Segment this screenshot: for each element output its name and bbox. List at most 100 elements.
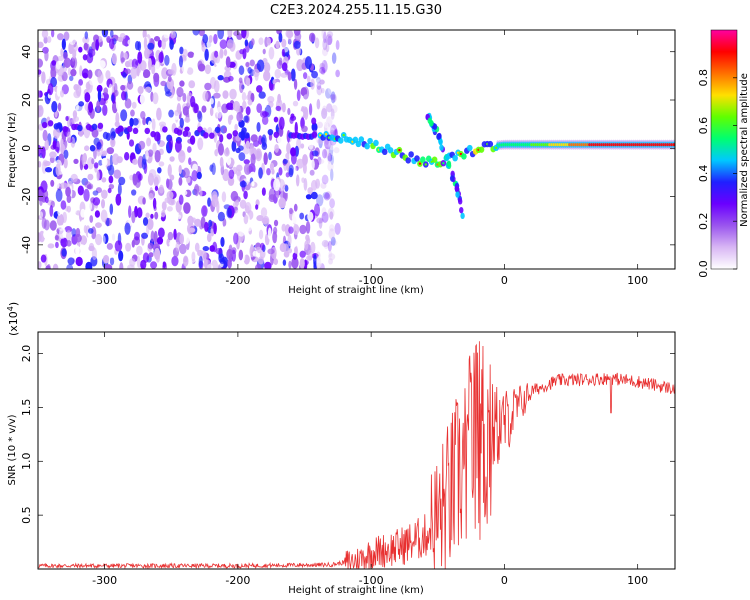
- spectrogram-cell: [299, 257, 305, 269]
- spectrogram-cell: [152, 197, 157, 210]
- spectrogram-cell: [455, 191, 460, 198]
- spectrogram-cell: [164, 54, 170, 66]
- spectrogram-cell: [144, 86, 152, 93]
- spectrogram-cell: [420, 156, 426, 163]
- spectrogram-cell: [309, 150, 314, 161]
- spectrogram-cell: [131, 239, 135, 248]
- spectrogram-cell: [154, 61, 160, 74]
- spectrogram-y-tick-label: -40: [20, 236, 33, 254]
- spectrogram-cell: [281, 62, 288, 72]
- spectrogram-cell: [296, 158, 304, 169]
- spectrogram-cell: [156, 236, 164, 245]
- spectrogram-cell: [322, 38, 328, 51]
- spectrogram-cell: [459, 206, 464, 214]
- spectrogram-cell: [254, 264, 262, 269]
- spectrogram-cell: [398, 148, 401, 152]
- spectrogram-cell: [329, 70, 335, 81]
- spectrogram-cell: [326, 116, 333, 127]
- spectrogram-x-tick-label: 100: [627, 274, 648, 287]
- spectrogram-cell: [157, 227, 165, 238]
- spectrogram-cell: [120, 109, 128, 122]
- spectrogram-cell: [238, 249, 244, 261]
- spectrogram-cell: [258, 135, 263, 145]
- spectrogram-cell: [131, 210, 136, 224]
- spectrogram-cell: [59, 89, 65, 98]
- spectrogram-cell: [275, 105, 282, 112]
- spectrogram-cell: [238, 65, 245, 76]
- spectrogram-cell: [139, 92, 146, 106]
- spectrogram-cell: [294, 184, 298, 197]
- chart-title: C2E3.2024.255.11.15.G30: [270, 3, 442, 18]
- spectrogram-cell: [159, 261, 163, 267]
- spectrogram-cell: [227, 176, 235, 187]
- spectrogram-cell: [221, 191, 227, 203]
- spectrogram-cell: [193, 103, 199, 114]
- spectrogram-cell: [319, 58, 325, 68]
- spectrogram-cell: [152, 142, 157, 154]
- spectrogram-cell: [452, 154, 458, 162]
- spectrogram-cell: [118, 64, 124, 73]
- spectrogram-cell: [305, 194, 312, 200]
- spectrogram-cell: [166, 206, 173, 212]
- spectrogram-cell: [39, 211, 44, 219]
- spectrogram-cell: [226, 248, 233, 260]
- spectrogram-cell: [305, 220, 311, 234]
- spectrogram-cell: [102, 104, 108, 116]
- spectrogram-cell: [262, 98, 267, 108]
- spectrogram-cell: [263, 62, 271, 74]
- spectrogram-cell: [288, 164, 294, 176]
- spectrogram-cell: [147, 42, 155, 50]
- spectrogram-cell: [315, 79, 322, 86]
- spectrogram-cell: [282, 259, 287, 266]
- spectrogram-cell: [268, 46, 275, 60]
- spectrogram-cell: [225, 56, 231, 68]
- spectrogram-cell: [105, 217, 110, 227]
- spectrogram-cell: [43, 248, 50, 255]
- spectrogram-cell: [201, 105, 207, 113]
- spectrogram-cell: [49, 151, 57, 159]
- spectrogram-cell: [166, 179, 173, 190]
- spectrogram-cell: [105, 70, 111, 80]
- spectrogram-cell: [148, 252, 154, 258]
- spectrogram-cell: [55, 241, 59, 249]
- spectrogram-cell: [188, 80, 196, 89]
- spectrogram-cell: [108, 175, 114, 184]
- spectrogram-cell: [290, 113, 295, 119]
- spectrogram-cell: [84, 92, 91, 103]
- spectrogram-cell: [323, 192, 331, 201]
- spectrogram-cell: [330, 236, 336, 246]
- spectrogram-cell: [38, 58, 43, 68]
- spectrogram-cell: [219, 49, 224, 59]
- spectrogram-cell: [234, 199, 240, 206]
- spectrogram-cell: [49, 220, 57, 231]
- spectrogram-x-tick-label: -200: [225, 274, 250, 287]
- spectrogram-cell: [219, 134, 224, 143]
- spectrogram-cell: [157, 39, 163, 48]
- spectrogram-cell: [204, 82, 212, 91]
- spectrogram-cell: [424, 163, 427, 166]
- spectrogram-cell: [115, 112, 120, 125]
- spectrogram-cell: [43, 229, 51, 239]
- spectrogram-cell: [301, 125, 308, 133]
- spectrogram-cell: [70, 68, 77, 77]
- spectrogram-cell: [47, 120, 54, 127]
- spectrogram-cell: [197, 249, 203, 257]
- spectrogram-cell: [38, 104, 44, 117]
- spectrogram-cell: [117, 183, 122, 196]
- spectrogram-cell: [252, 250, 259, 257]
- spectrogram-cell: [249, 59, 255, 67]
- spectrogram-cell: [327, 155, 333, 162]
- spectrogram-cell: [275, 40, 280, 49]
- spectrogram-cell: [189, 135, 196, 145]
- spectrogram-cell: [278, 197, 286, 209]
- spectrogram-cell: [460, 212, 465, 220]
- spectrogram-cell: [287, 107, 291, 116]
- spectrogram-cell: [55, 60, 61, 70]
- spectrogram-cell: [147, 172, 155, 186]
- spectrogram-cell: [88, 101, 94, 113]
- spectrogram-cell: [222, 90, 229, 99]
- spectrogram-cell: [136, 245, 143, 256]
- spectrogram-cell: [106, 165, 112, 171]
- spectrogram-cell: [110, 137, 116, 148]
